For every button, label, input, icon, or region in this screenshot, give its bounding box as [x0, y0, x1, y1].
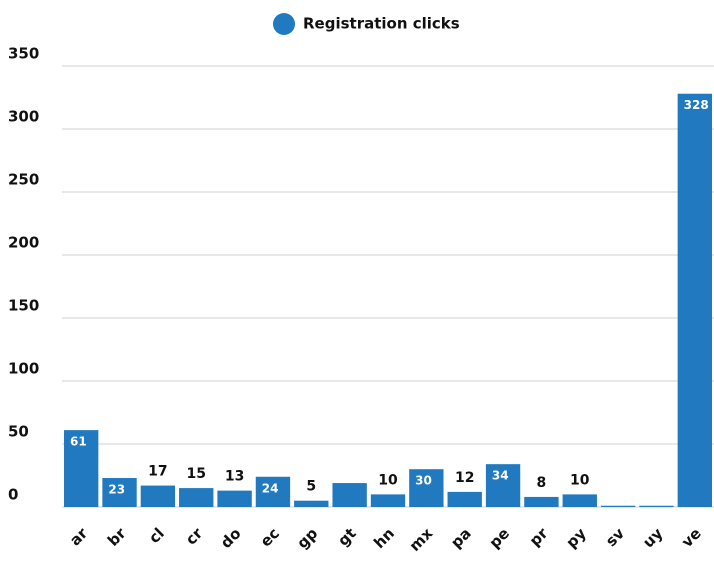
- data-label: 23: [108, 483, 125, 497]
- data-label: 15: [186, 466, 205, 482]
- x-tick-label: cl: [145, 524, 168, 547]
- data-label: 328: [684, 98, 709, 112]
- y-tick-label: 250: [8, 171, 39, 189]
- bar: [255, 476, 291, 507]
- data-label: 5: [306, 479, 316, 495]
- y-tick-label: 300: [8, 108, 39, 126]
- data-label: 10: [378, 472, 398, 488]
- data-label: 8: [537, 475, 547, 491]
- bar: [370, 494, 406, 507]
- bar: [600, 505, 636, 507]
- bar: [409, 469, 444, 507]
- bar: [639, 505, 674, 507]
- bar: [562, 494, 597, 507]
- y-tick-label: 200: [8, 234, 39, 252]
- y-tick-label: 50: [8, 423, 29, 441]
- bar: [332, 483, 367, 507]
- x-tick-label: gt: [334, 524, 359, 549]
- data-label: 30: [415, 474, 432, 488]
- x-tick-label: py: [563, 524, 590, 551]
- bar: [485, 464, 521, 507]
- x-tick-label: mx: [406, 524, 437, 555]
- y-tick-label: 350: [8, 45, 39, 63]
- data-label: 17: [148, 464, 167, 480]
- bar: [102, 478, 137, 507]
- bar: [524, 496, 559, 507]
- bar: [140, 485, 176, 507]
- y-tick-label: 150: [8, 297, 39, 315]
- x-tick-label: pr: [526, 524, 552, 550]
- x-tick-label: ve: [678, 524, 705, 551]
- x-tick-label: ar: [66, 524, 92, 550]
- bar: [217, 490, 252, 507]
- x-tick-label: cr: [182, 524, 207, 549]
- x-tick-label: gp: [293, 524, 321, 552]
- bar: [294, 500, 329, 507]
- x-tick-label: do: [217, 524, 245, 552]
- bar: [677, 93, 712, 507]
- data-label: 13: [225, 469, 244, 485]
- y-tick-label: 100: [8, 360, 39, 378]
- x-tick-label: ec: [257, 524, 283, 550]
- x-tick-label: hn: [370, 524, 398, 552]
- x-tick-label: pe: [486, 524, 514, 552]
- bar: [447, 491, 482, 507]
- x-tick-label: uy: [639, 524, 666, 551]
- x-tick-label: br: [104, 524, 130, 550]
- bar: [64, 430, 99, 507]
- data-label: 61: [70, 435, 87, 449]
- data-label: 34: [492, 469, 509, 483]
- y-tick-label: 0: [8, 486, 18, 504]
- data-label: 10: [570, 472, 590, 488]
- x-tick-label: sv: [602, 524, 628, 550]
- legend-swatch: [273, 13, 295, 35]
- x-tick-label: pa: [447, 524, 474, 551]
- legend-label: Registration clicks: [303, 15, 460, 33]
- data-label: 12: [455, 470, 474, 486]
- bar: [179, 488, 214, 507]
- data-label: 24: [262, 481, 279, 495]
